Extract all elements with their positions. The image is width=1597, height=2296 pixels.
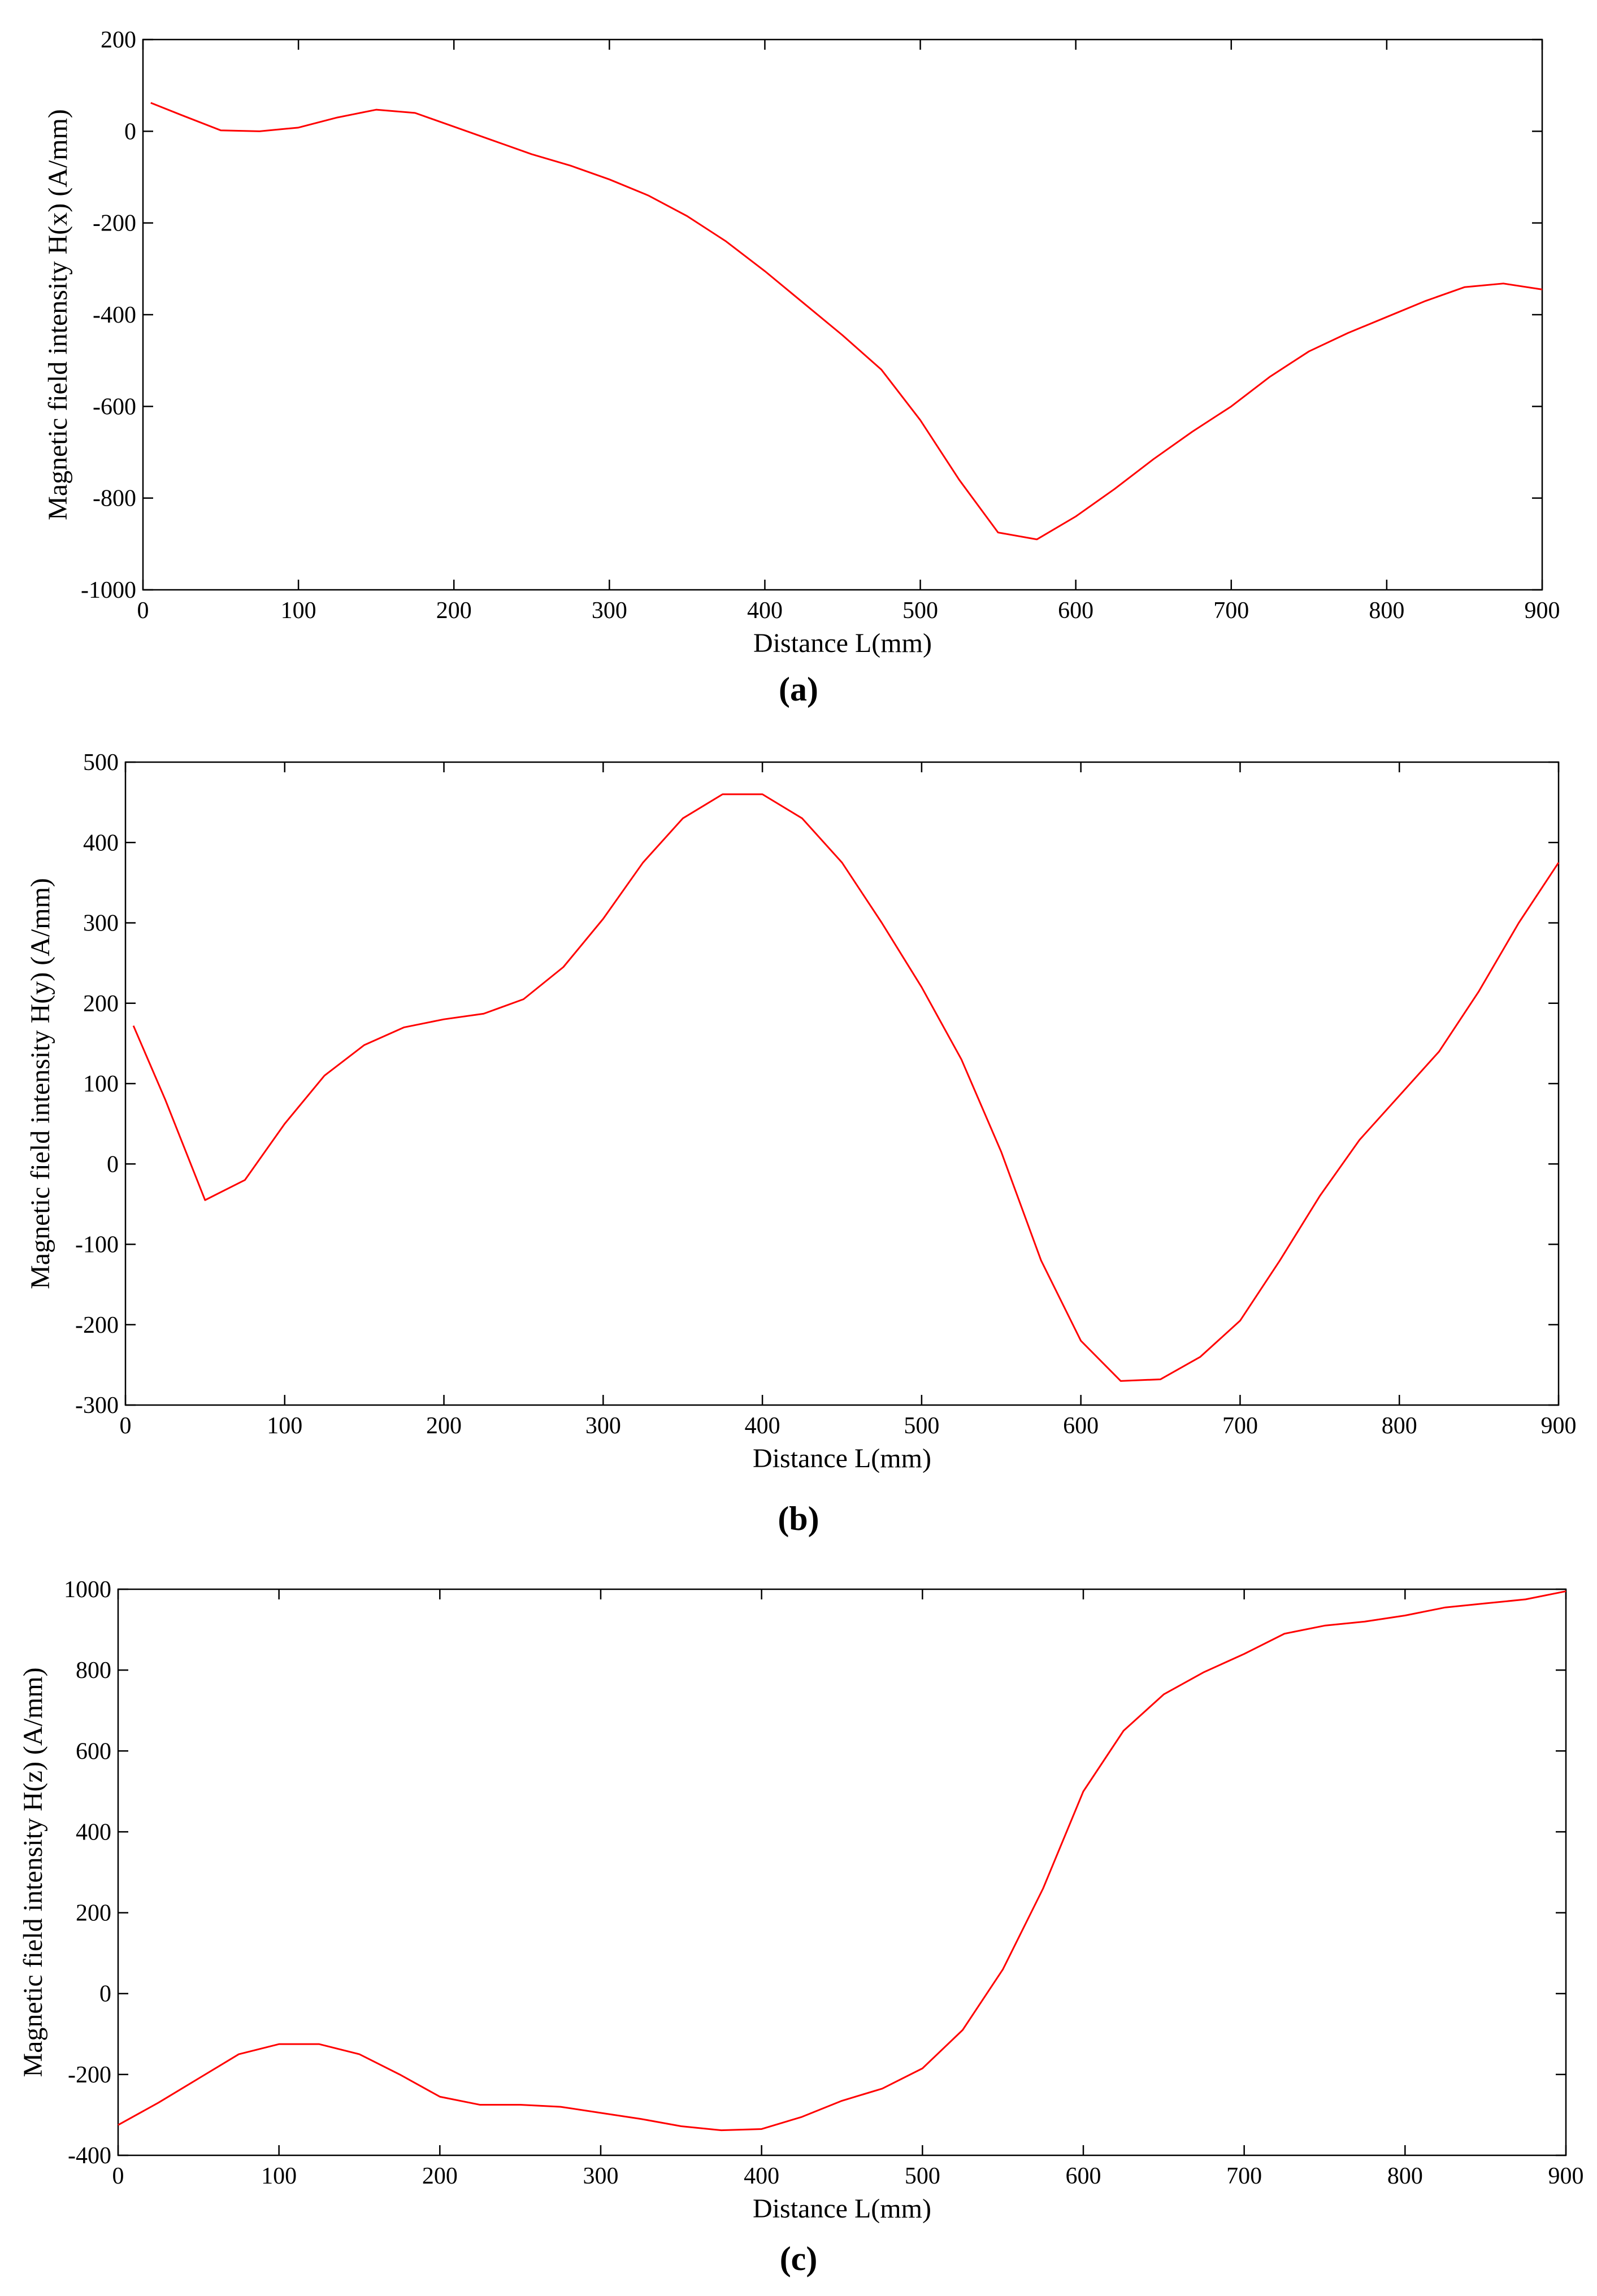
y-tick-label: 0	[107, 1151, 119, 1177]
x-tick-label: 400	[747, 598, 783, 624]
y-tick-label: 200	[76, 1901, 111, 1927]
caption: (a)	[779, 671, 818, 708]
data-line	[132, 793, 1560, 1382]
x-tick-label: 0	[112, 2163, 124, 2189]
x-tick-label: 500	[902, 598, 938, 624]
y-axis-label: Magnetic field intensity H(x) (A/mm)	[43, 109, 73, 520]
y-tick-label: 100	[83, 1071, 119, 1097]
x-tick-label: 900	[1548, 2163, 1584, 2189]
y-tick-label: 0	[124, 119, 136, 145]
x-tick-label: 700	[1226, 2163, 1262, 2189]
x-tick-label: 900	[1525, 598, 1560, 624]
x-tick-label: 800	[1369, 598, 1404, 624]
x-tick-label: 500	[904, 1413, 939, 1439]
y-axis-label: Magnetic field intensity H(z) (A/mm)	[18, 1667, 48, 2077]
x-tick-label: 900	[1541, 1413, 1577, 1439]
x-tick-label: 600	[1066, 2163, 1101, 2189]
x-tick-label: 600	[1058, 598, 1093, 624]
y-tick-label: 1000	[64, 1577, 111, 1603]
y-tick-label: -200	[75, 1312, 119, 1338]
y-tick-label: -400	[68, 2143, 111, 2169]
y-tick-label: 600	[76, 1738, 111, 1764]
y-tick-label: 400	[83, 830, 119, 856]
y-tick-label: -1000	[81, 577, 136, 603]
x-tick-label: 200	[436, 598, 472, 624]
y-tick-label: -600	[93, 394, 136, 420]
x-tick-label: 400	[745, 1413, 780, 1439]
x-axis-label: Distance L(mm)	[753, 2194, 931, 2224]
caption: (b)	[778, 1500, 819, 1537]
caption: (c)	[780, 2240, 818, 2277]
y-tick-label: -200	[93, 211, 136, 237]
x-tick-label: 100	[261, 2163, 297, 2189]
x-tick-label: 0	[120, 1413, 132, 1439]
x-tick-label: 300	[583, 2163, 619, 2189]
x-tick-label: 100	[281, 598, 316, 624]
x-tick-label: 200	[426, 1413, 462, 1439]
y-tick-label: 300	[83, 911, 119, 937]
plot-frame	[142, 38, 1543, 591]
x-tick-label: 500	[905, 2163, 940, 2189]
x-tick-label: 700	[1213, 598, 1249, 624]
plot-frame	[124, 761, 1560, 1406]
x-tick-label: 0	[137, 598, 149, 624]
x-tick-label: 800	[1382, 1413, 1417, 1439]
y-tick-label: 800	[76, 1658, 111, 1684]
data-line	[118, 1590, 1566, 2132]
y-tick-label: 200	[83, 991, 119, 1017]
y-axis-label: Magnetic field intensity H(y) (A/mm)	[25, 878, 55, 1289]
y-tick-label: -100	[75, 1232, 119, 1258]
x-tick-label: 400	[744, 2163, 779, 2189]
y-tick-label: -400	[93, 302, 136, 328]
y-tick-label: -200	[68, 2062, 111, 2088]
x-tick-label: 600	[1063, 1413, 1099, 1439]
x-tick-label: 200	[422, 2163, 458, 2189]
x-axis-label: Distance L(mm)	[753, 628, 932, 658]
data-line	[150, 102, 1543, 541]
plot-frame	[117, 1588, 1567, 2156]
x-axis-label: Distance L(mm)	[753, 1443, 931, 1473]
x-tick-label: 700	[1222, 1413, 1258, 1439]
x-tick-label: 300	[592, 598, 627, 624]
y-tick-label: -800	[93, 486, 136, 512]
y-tick-label: 500	[83, 750, 119, 776]
y-tick-label: 0	[99, 1981, 111, 2007]
x-tick-label: 100	[267, 1413, 302, 1439]
y-tick-label: 400	[76, 1819, 111, 1845]
x-tick-label: 300	[585, 1413, 621, 1439]
y-tick-label: 200	[101, 27, 136, 53]
y-tick-label: -300	[75, 1393, 119, 1419]
x-tick-label: 800	[1387, 2163, 1423, 2189]
